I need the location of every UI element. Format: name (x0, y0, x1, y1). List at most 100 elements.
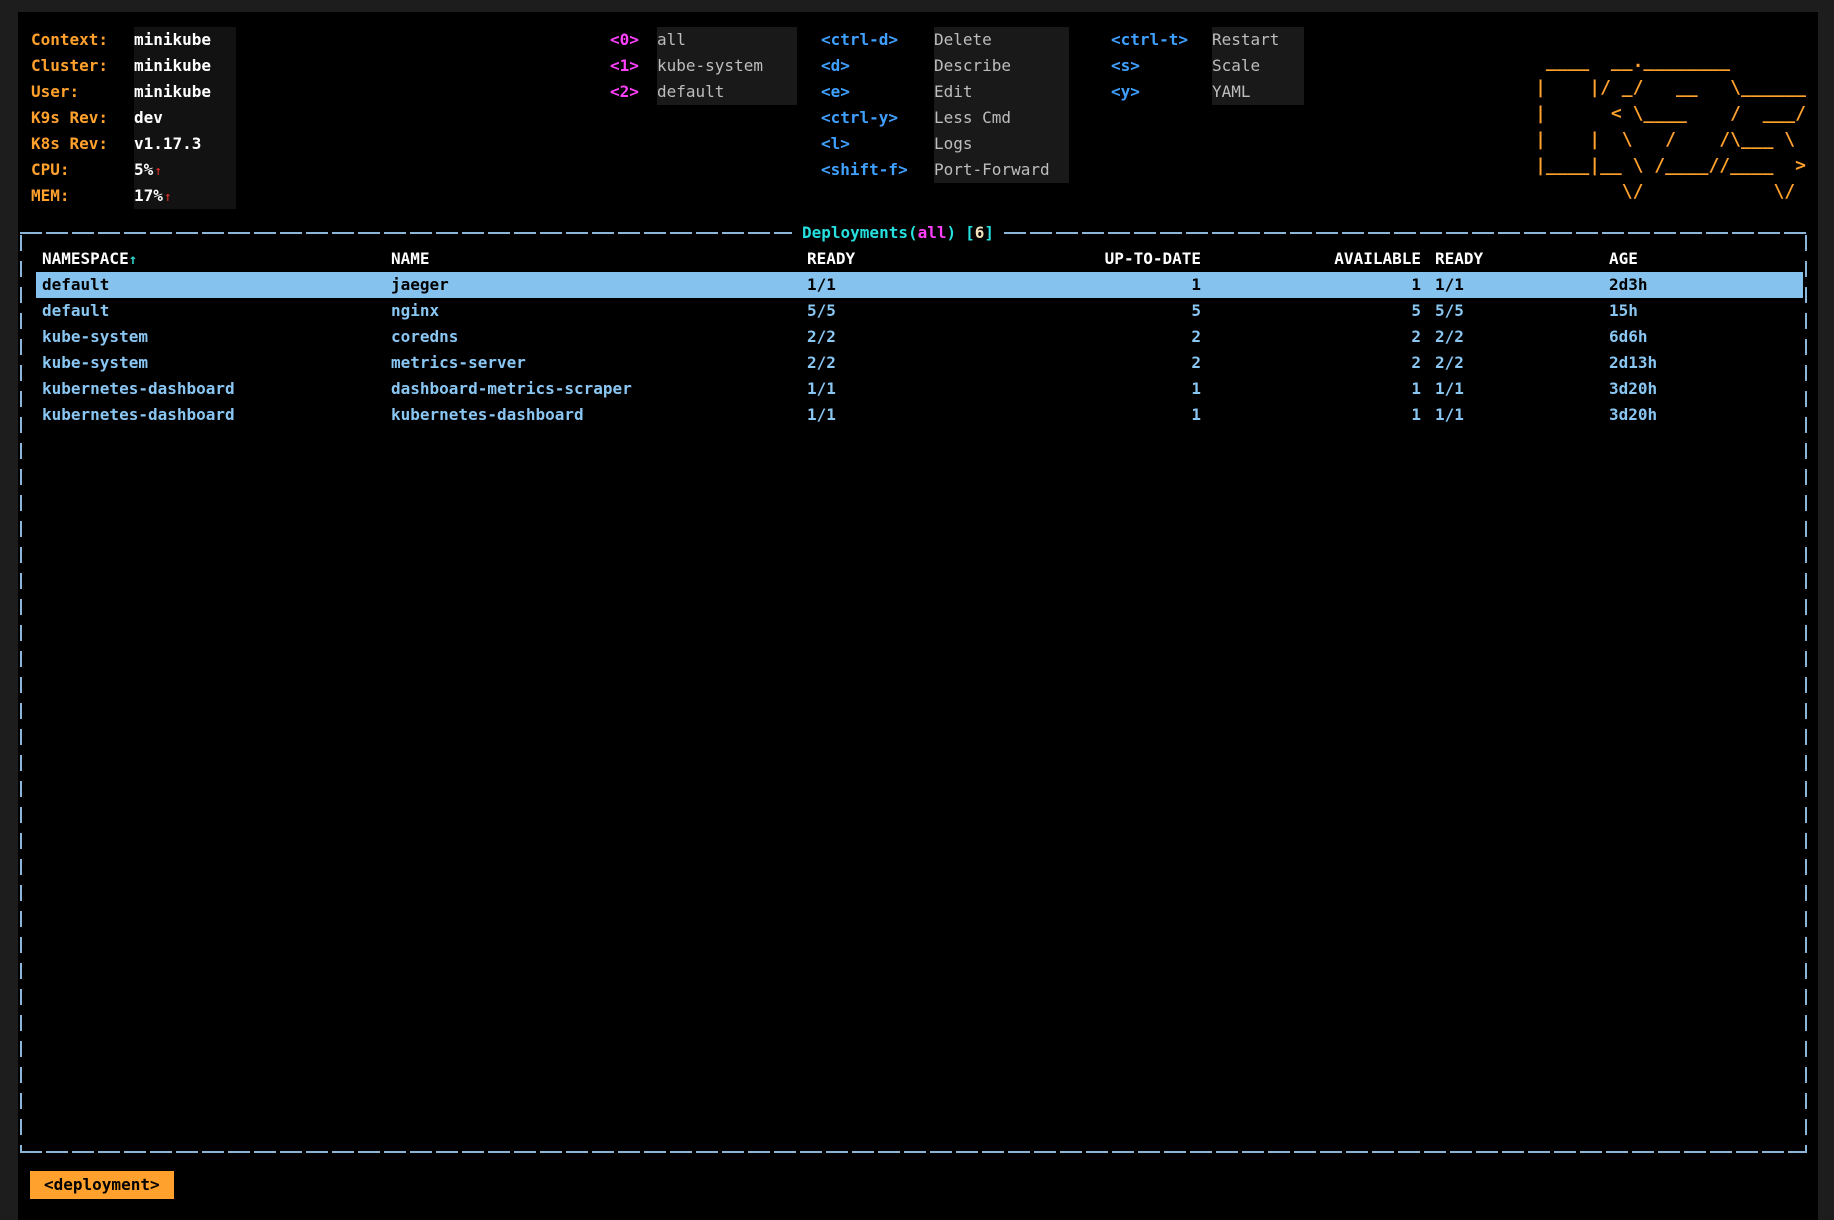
menu-item-scale: <s> Scale (1111, 53, 1304, 79)
info-row-cluster: Cluster: minikube (31, 53, 236, 79)
table-row[interactable]: kubernetes-dashboard dashboard-metrics-s… (36, 376, 1803, 402)
info-label: Context: (31, 30, 109, 49)
table-border-top: Deployments(all) [6] (20, 220, 1807, 246)
border-dash (20, 232, 792, 234)
cell-ready-2: 5/5 (1435, 301, 1464, 320)
breadcrumb: <deployment> (30, 1171, 174, 1199)
cell-namespace: kube-system (42, 353, 148, 372)
info-value: 17%↑ (134, 183, 236, 209)
info-value: minikube (134, 27, 236, 53)
cell-ready-2: 1/1 (1435, 275, 1464, 294)
info-label: User: (31, 82, 80, 101)
info-label: K8s Rev: (31, 134, 109, 153)
menu-label: YAML (1212, 79, 1304, 105)
menu-label: Describe (934, 53, 1069, 79)
cell-available: 1 (1411, 275, 1421, 294)
cell-namespace: kubernetes-dashboard (42, 405, 235, 424)
table-row[interactable]: kubernetes-dashboard kubernetes-dashboar… (36, 402, 1803, 428)
menu-key: <shift-f> (821, 160, 908, 179)
hotkey-key: <2> (610, 82, 639, 101)
cell-age: 3d20h (1609, 379, 1658, 398)
menu-item-port-forward: <shift-f> Port-Forward (821, 157, 1069, 183)
menu-item-describe: <d> Describe (821, 53, 1069, 79)
table-row-selected[interactable]: default jaeger 1/1 1 1 1/1 2d3h (36, 272, 1803, 298)
menu-label: Delete (934, 27, 1069, 53)
col-header-ready-2[interactable]: READY (1435, 249, 1484, 268)
table-row[interactable]: default nginx 5/5 5 5 5/5 15h (36, 298, 1803, 324)
trend-up-icon: ↑ (154, 164, 163, 179)
info-label: CPU: (31, 160, 70, 179)
menu-key: <l> (821, 134, 850, 153)
menu-item-logs: <l> Logs (821, 131, 1069, 157)
menu-item-yaml: <y> YAML (1111, 79, 1304, 105)
menu-label: Scale (1212, 53, 1304, 79)
cell-up-to-date: 2 (1191, 353, 1201, 372)
hotkey-key: <0> (610, 30, 639, 49)
cluster-info-panel: Context: minikube Cluster: minikube User: m… (31, 27, 236, 209)
cell-name: metrics-server (391, 353, 526, 372)
cell-ready: 1/1 (807, 275, 836, 294)
cell-namespace: default (42, 301, 110, 320)
info-label: K9s Rev: (31, 108, 109, 127)
cell-age: 6d6h (1609, 327, 1648, 346)
menu-label: Logs (934, 131, 1069, 157)
info-value: dev (134, 105, 236, 131)
table-row[interactable]: kube-system coredns 2/2 2 2 2/2 6d6h (36, 324, 1803, 350)
cell-up-to-date: 2 (1191, 327, 1201, 346)
table-header-row: NAMESPACE↑ NAME READY UP-TO-DATE AVAILAB… (36, 246, 1803, 272)
cell-name: kubernetes-dashboard (391, 405, 584, 424)
table-border-bottom (20, 1151, 1807, 1153)
cell-up-to-date: 1 (1191, 275, 1201, 294)
col-header-name[interactable]: NAME (391, 249, 430, 268)
cell-available: 5 (1411, 301, 1421, 320)
cell-age: 2d3h (1609, 275, 1648, 294)
k9s-terminal: Context: minikube Cluster: minikube User: m… (18, 12, 1818, 1220)
menu-key: <y> (1111, 82, 1140, 101)
table-border-left (20, 235, 22, 1151)
title-bracket-close: ] (984, 223, 995, 242)
title-count-group: [6] (965, 223, 994, 242)
cell-up-to-date: 1 (1191, 379, 1201, 398)
cell-ready: 5/5 (807, 301, 836, 320)
k9s-logo: ____ __.________ | |/ _/ __ \______ | < … (1535, 51, 1806, 202)
cell-namespace: default (42, 275, 110, 294)
cell-ready-2: 2/2 (1435, 327, 1464, 346)
menu-key: <e> (821, 82, 850, 101)
hotkey-key: <1> (610, 56, 639, 75)
col-header-ready[interactable]: READY (807, 249, 856, 268)
hotkey-all: <0> all (610, 27, 797, 53)
cell-ready: 1/1 (807, 379, 836, 398)
sort-ascending-icon: ↑ (128, 252, 138, 268)
cell-name: dashboard-metrics-scraper (391, 379, 632, 398)
hotkey-label: all (657, 27, 797, 53)
cell-available: 1 (1411, 405, 1421, 424)
info-row-cpu: CPU: 5%↑ (31, 157, 236, 183)
col-header-up-to-date[interactable]: UP-TO-DATE (1104, 249, 1201, 268)
table-title: Deployments(all) [6] (792, 220, 1004, 246)
col-header-available[interactable]: AVAILABLE (1334, 249, 1421, 268)
table-row[interactable]: kube-system metrics-server 2/2 2 2 2/2 2… (36, 350, 1803, 376)
info-row-k9s-rev: K9s Rev: dev (31, 105, 236, 131)
cell-age: 15h (1609, 301, 1638, 320)
col-header-age[interactable]: AGE (1609, 249, 1638, 268)
menu-key: <s> (1111, 56, 1140, 75)
trend-up-icon: ↑ (163, 190, 172, 205)
menu-key: <ctrl-t> (1111, 30, 1189, 49)
cell-available: 2 (1411, 353, 1421, 372)
menu-label: Restart (1212, 27, 1304, 53)
cell-name: coredns (391, 327, 459, 346)
title-bracket-open: [ (965, 223, 975, 242)
cell-ready-2: 1/1 (1435, 405, 1464, 424)
col-header-namespace[interactable]: NAMESPACE↑ (42, 249, 138, 268)
title-close-paren: ) (946, 223, 957, 242)
command-menu-secondary: <ctrl-t> Restart <s> Scale <y> YAML (1111, 27, 1304, 105)
menu-item-delete: <ctrl-d> Delete (821, 27, 1069, 53)
title-resource: Deployments( (802, 223, 918, 242)
info-value: v1.17.3 (134, 131, 236, 157)
cell-age: 3d20h (1609, 405, 1658, 424)
cell-ready: 1/1 (807, 405, 836, 424)
cell-available: 1 (1411, 379, 1421, 398)
menu-label: Port-Forward (934, 157, 1069, 183)
menu-label: Less Cmd (934, 105, 1069, 131)
info-label: MEM: (31, 186, 70, 205)
